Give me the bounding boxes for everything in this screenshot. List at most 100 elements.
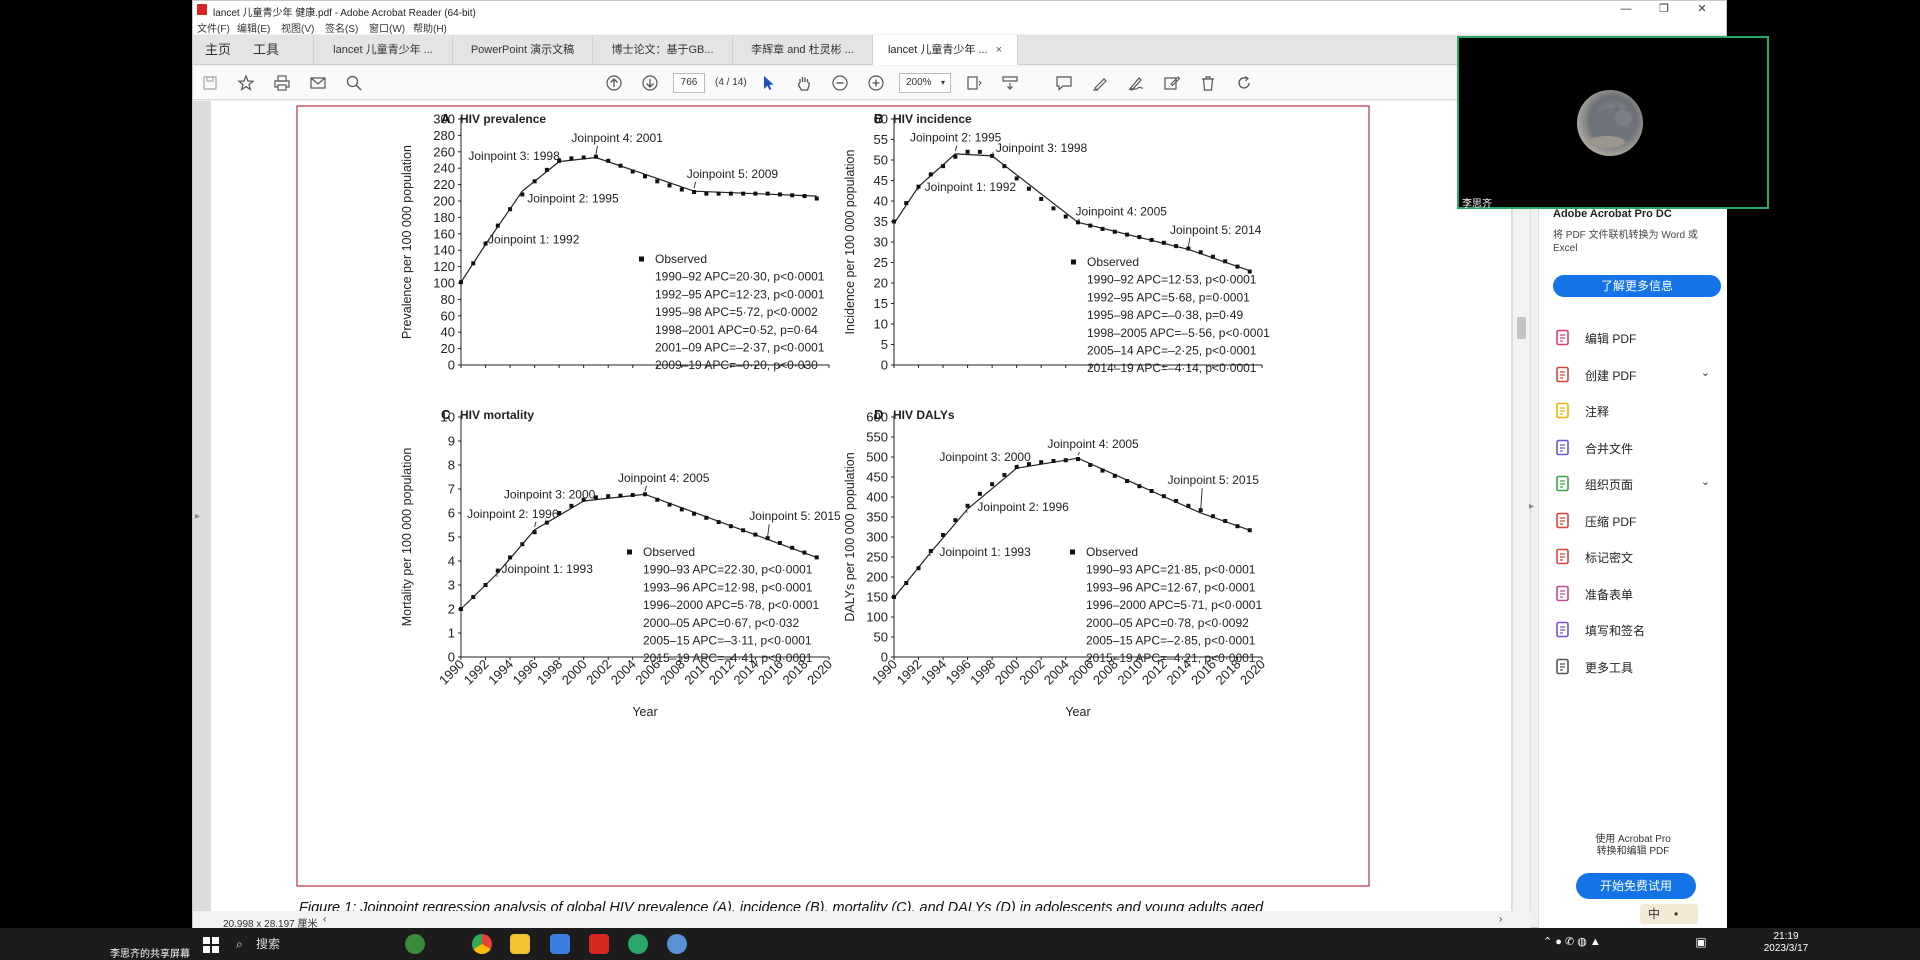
x-tick-label: 2000 — [559, 657, 590, 688]
tab-tools[interactable]: 工具 — [253, 42, 280, 57]
comment-icon[interactable] — [1055, 74, 1073, 92]
save-icon[interactable] — [201, 74, 219, 92]
tool-item-3[interactable]: 注释 — [1555, 399, 1720, 423]
delete-trash-icon[interactable] — [1199, 74, 1217, 92]
menu-help[interactable]: 帮助(H) — [413, 24, 447, 35]
y-tick-label: 20 — [874, 276, 888, 291]
ime-tool-icon[interactable]: • — [1674, 907, 1679, 921]
tab-home[interactable]: 主页 — [205, 42, 232, 57]
joinpoint-label: Joinpoint 4: 2005 — [1047, 437, 1139, 451]
menu-file[interactable]: 文件(F) — [197, 24, 230, 35]
zoom-in-icon[interactable] — [867, 74, 885, 92]
tool-item-9[interactable]: 填写和签名 — [1555, 618, 1720, 642]
maximize-button[interactable]: ❐ — [1659, 3, 1669, 15]
chevron-down-icon[interactable]: ⌄ — [1700, 476, 1710, 488]
page-number-input[interactable]: 766 — [673, 73, 705, 93]
promo-title: Adobe Acrobat Pro DC — [1553, 208, 1672, 220]
file-explorer-icon[interactable] — [510, 934, 530, 954]
clock-date: 2023/3/17 — [1763, 943, 1809, 954]
title-bar: lancet 儿童青少年 健康.pdf - Adobe Acrobat Read… — [193, 1, 1726, 19]
legend-apc-entry: 1990–92 APC=12·53, p<0·0001 — [1087, 273, 1257, 287]
clover-app-icon[interactable] — [405, 934, 425, 954]
clock[interactable]: 21:19 2023/3/17 — [1758, 931, 1814, 955]
menu-sign[interactable]: 签名(S) — [325, 24, 359, 35]
email-icon[interactable] — [309, 74, 327, 92]
observed-point — [1198, 508, 1203, 513]
sign-icon[interactable] — [1127, 74, 1145, 92]
tool-item-8[interactable]: 准备表单 — [1555, 582, 1720, 606]
menu-window[interactable]: 窗口(W) — [369, 24, 406, 35]
learn-more-button[interactable]: 了解更多信息 — [1553, 275, 1721, 297]
observed-point — [1137, 235, 1142, 240]
meeting-app-icon[interactable] — [550, 934, 570, 954]
close-window-button[interactable]: ✕ — [1697, 3, 1707, 15]
tool-item-10[interactable]: 更多工具 — [1555, 655, 1720, 679]
observed-point — [606, 494, 611, 499]
windows-start-icon[interactable] — [203, 937, 219, 953]
wechat-icon[interactable] — [628, 934, 648, 954]
bookmark-star-icon[interactable] — [237, 74, 255, 92]
tab-close-icon[interactable]: × — [995, 44, 1003, 56]
page-down-icon[interactable] — [641, 74, 659, 92]
page-fit-icon[interactable] — [965, 74, 983, 92]
system-tray-icons[interactable]: ⌃ ● ✆ ◍ ▲ — [1543, 936, 1601, 948]
promo-text: 将 PDF 文件联机转换为 Word 或 Excel — [1553, 230, 1698, 254]
right-pane-toggle-icon[interactable]: ▸ — [1529, 501, 1535, 512]
observed-point — [916, 566, 921, 571]
observed-point — [495, 223, 500, 228]
page-up-icon[interactable] — [605, 74, 623, 92]
tab-document-2[interactable]: PowerPoint 演示文稿 — [453, 35, 593, 65]
hand-tool-icon[interactable] — [795, 74, 813, 92]
observed-point — [802, 550, 807, 555]
page-count: (4 / 14) — [715, 77, 747, 88]
rotate-icon[interactable] — [1235, 74, 1253, 92]
taskbar-search[interactable]: ⌕ 搜索 — [228, 933, 382, 955]
scrollbar-thumb[interactable] — [1517, 317, 1526, 339]
y-tick-label: 0 — [881, 650, 888, 665]
tool-item-1[interactable]: 编辑 PDF — [1555, 326, 1720, 350]
zoom-out-icon[interactable] — [831, 74, 849, 92]
ime-toolbar[interactable]: 中 • — [1640, 904, 1698, 924]
observed-point — [1235, 524, 1240, 529]
left-pane-toggle-icon[interactable]: ▸ — [195, 511, 201, 522]
chrome-icon[interactable] — [472, 934, 492, 954]
notification-icon[interactable]: ▣ — [1695, 935, 1707, 949]
scroll-left-icon[interactable]: ‹ — [323, 914, 327, 925]
observed-point — [1039, 460, 1044, 465]
tab-document-5-active[interactable]: lancet 儿童青少年 ... × — [873, 35, 1018, 65]
tool-item-2[interactable]: 创建 PDF ⌄ — [1555, 363, 1720, 387]
tool-item-4[interactable]: 合并文件 — [1555, 436, 1720, 460]
tab-document-3[interactable]: 博士论文：基于GB... — [593, 35, 733, 65]
minimize-button[interactable]: — — [1620, 3, 1632, 15]
observed-point — [557, 511, 562, 515]
print-icon[interactable] — [273, 74, 291, 92]
form-icon — [1555, 585, 1572, 602]
tab-document-4[interactable]: 李辉章 and 杜灵彬 ... — [733, 35, 873, 65]
acrobat-taskbar-icon[interactable] — [589, 934, 609, 954]
chevron-down-icon[interactable]: ⌄ — [1700, 366, 1710, 379]
highlight-pen-icon[interactable] — [1091, 74, 1109, 92]
observed-point — [765, 191, 770, 196]
edit-pdf-tool-icon[interactable] — [1163, 74, 1181, 92]
document-area[interactable]: ▸ A HIV prevalence 0 20 40 60 80 100 120 140 160 18… — [193, 101, 1531, 911]
observed-point — [790, 545, 795, 550]
zoom-level-select[interactable]: 200% ▾ — [899, 73, 951, 93]
start-trial-button[interactable]: 开始免费试用 — [1576, 873, 1696, 899]
observed-point — [928, 172, 933, 177]
tools-pane: Adobe Acrobat Pro DC 将 PDF 文件联机转换为 Word … — [1538, 101, 1727, 929]
scroll-right-icon[interactable]: › — [1499, 914, 1503, 925]
menu-view[interactable]: 视图(V) — [281, 24, 315, 35]
select-cursor-icon[interactable] — [759, 74, 777, 92]
tool-item-7[interactable]: 标记密文 — [1555, 545, 1720, 569]
find-zoom-icon[interactable] — [345, 74, 363, 92]
menu-edit[interactable]: 编辑(E) — [237, 24, 271, 35]
tool-item-6[interactable]: 压缩 PDF — [1555, 509, 1720, 533]
vertical-scrollbar[interactable] — [1513, 101, 1530, 911]
tab-document-1[interactable]: lancet 儿童青少年 ... — [313, 35, 453, 65]
scroll-mode-icon[interactable] — [1001, 74, 1019, 92]
browser-g-icon[interactable] — [667, 934, 687, 954]
y-tick-label: 5 — [881, 337, 888, 352]
tool-item-5[interactable]: 组织页面 ⌄ — [1555, 472, 1720, 496]
observed-point — [1137, 484, 1142, 489]
observed-point — [814, 555, 819, 560]
